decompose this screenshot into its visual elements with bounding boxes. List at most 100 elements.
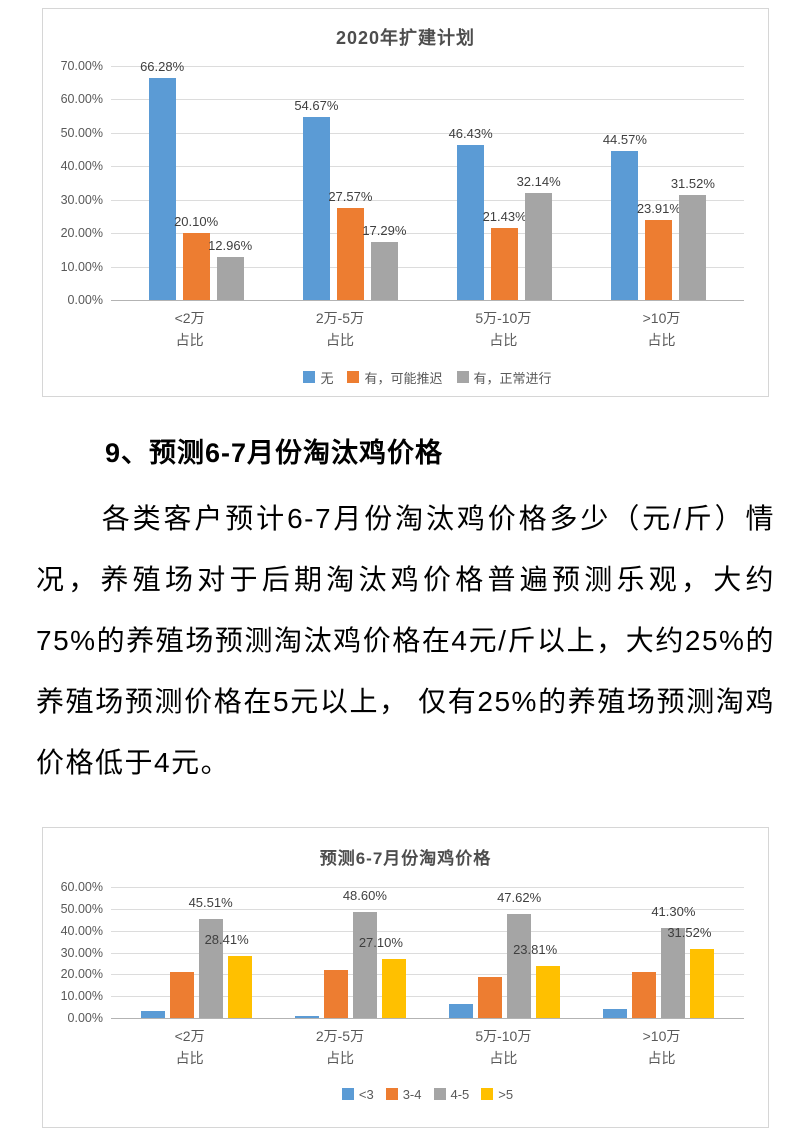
gridline [111,996,744,998]
category-sub: 占比 [647,332,676,349]
bar-slot: 21.43% [483,209,527,300]
category-name: 2万-5万 [315,1028,365,1044]
y-axis-tick: 0.00% [67,1011,103,1025]
bar-data-label: 27.57% [328,188,373,204]
bar-slot: 27.10% [359,935,406,1018]
y-axis: 70.00% 60.00% 50.00% 40.00% 30.00% 20.00% 10.0… [53,59,111,307]
bar-data-label: 23.81% [513,942,558,958]
bar-3-4-5万-10万 [478,977,503,1018]
chart-body: 60.00% 50.00% 40.00% 30.00% 20.00% 10.00% 0.00… [53,880,744,1102]
bar-slot: 44.57% [603,132,647,300]
bar-slot: 20.10% [174,214,218,300]
legend-swatch-icon [481,1088,494,1101]
bar-group: 54.67% 27.57% 17.29% [294,66,406,300]
bar-groups: 66.28% 20.10% 12.96% 54.67% 27.57% 17.29% 46.4… [111,59,744,300]
bar-data-label: 47.62% [497,890,542,906]
bar-slot: 28.41% [205,932,252,1018]
category-sub: 占比 [175,332,204,349]
bar-无-5万-10万 [457,144,485,300]
bar-有，正常进行-<2万 [216,256,244,300]
bar-3-4-<2万 [169,972,194,1018]
y-axis-tick: 40.00% [60,923,103,938]
gridline [111,233,744,235]
bar-slot: 12.96% [208,238,252,300]
bar-data-label: 32.14% [516,173,561,189]
bar-slot [632,972,657,1018]
y-axis-tick: 30.00% [60,945,103,960]
bar-slot: 32.14% [517,174,561,300]
category-name: 5万-10万 [475,310,532,326]
legend-item: <3 [341,1087,374,1102]
bar-slot: 47.62% [497,890,541,1018]
bar-无-2万-5万 [302,117,330,300]
legend-label: >5 [498,1086,514,1102]
legend-item: 有，正常进行 [456,368,552,387]
gridline [111,1018,744,1019]
plot-area: 45.51% 28.41% 48.60% 27.10% 47.62% 23.81% 41.3… [111,887,744,1019]
category-sub: 占比 [175,1050,204,1067]
x-axis-category: 2万-5万 占比 [316,1025,364,1070]
y-axis-tick: 60.00% [60,92,103,107]
x-axis-category: >10万占比 [643,307,681,352]
bar->5-<2万 [227,955,252,1018]
section-paragraph: 各类客户预计6-7月份淘汰鸡价格多少（元/斤）情况，养殖场对于后期淘汰鸡价格普遍… [36,503,775,778]
gridline [111,930,744,932]
y-axis: 60.00% 50.00% 40.00% 30.00% 20.00% 10.00% 0.00… [53,880,111,1025]
y-axis-tick: 10.00% [60,989,103,1004]
x-axis: <2万 占比 2万-5万 占比 5万-10万 占比 >10万 占比 [111,1018,744,1070]
bar-slot [603,1008,628,1018]
legend-swatch-icon [433,1088,446,1101]
x-axis-category: <2万占比 [175,307,205,352]
legend-swatch-icon [347,371,360,384]
bar-data-label: 21.43% [482,209,527,225]
y-axis-tick: 20.00% [60,226,103,241]
bar-group: 45.51% 28.41% [140,887,252,1018]
bar-data-label: 20.10% [174,213,219,229]
gridline [111,166,744,168]
bar-slot: 46.43% [449,126,493,300]
category-name: >10万 [642,310,681,326]
gridline [111,66,744,67]
category-name: <2万 [174,310,205,326]
category-sub: 占比 [647,1050,676,1067]
bar-data-label: 54.67% [294,98,339,114]
bar-slot [478,977,503,1018]
bar-group: 41.30% 31.52% [603,887,715,1018]
x-axis-category: 2万-5万 占比 [316,307,364,352]
y-axis-tick: 50.00% [60,125,103,140]
bar-slot: 41.30% [651,904,695,1018]
legend-swatch-icon [341,1088,354,1101]
x-axis-category: <2万 占比 [175,1025,205,1070]
bar-data-label: 31.52% [670,175,715,191]
bar-data-label: 23.91% [636,201,681,217]
bar-group: 66.28% 20.10% 12.96% [140,59,252,300]
bar-data-label: 31.52% [667,925,712,941]
bar-group: 46.43% 21.43% 32.14% [449,66,561,300]
bar-slot: 23.81% [513,942,561,1018]
gridline [111,300,744,301]
bar-data-label: 41.30% [651,903,696,919]
bar-slot: 66.28% [140,59,184,300]
bar-slot: 31.52% [667,925,715,1018]
bar->5-5万-10万 [536,966,561,1018]
bar-slot: 54.67% [294,98,338,300]
bar-data-label: 27.10% [358,934,403,950]
y-axis-tick: 30.00% [60,192,103,207]
gridline [111,99,744,101]
bar-slot: 48.60% [343,888,387,1018]
page: 2020年扩建计划 70.00% 60.00% 50.00% 40.00% 30.00%… [0,8,810,1128]
legend-label: 3-4 [402,1086,422,1102]
category-name: 5万-10万 [475,1028,532,1044]
gridline [111,266,744,268]
legend-item: 有，可能推迟 [347,368,443,387]
legend: <3 3-4 4-5 >5 [111,1087,744,1102]
category-sub: 占比 [489,332,518,349]
bar-4-5->10万 [661,927,686,1018]
y-axis-tick: 20.00% [60,967,103,982]
bar-data-label: 66.28% [140,59,185,75]
gridline [111,887,744,888]
chart-body: 70.00% 60.00% 50.00% 40.00% 30.00% 20.00% 10.0… [53,59,744,387]
bar->5->10万 [690,949,715,1018]
bar-slot [169,972,194,1018]
bar-<3-5万-10万 [449,1003,474,1018]
